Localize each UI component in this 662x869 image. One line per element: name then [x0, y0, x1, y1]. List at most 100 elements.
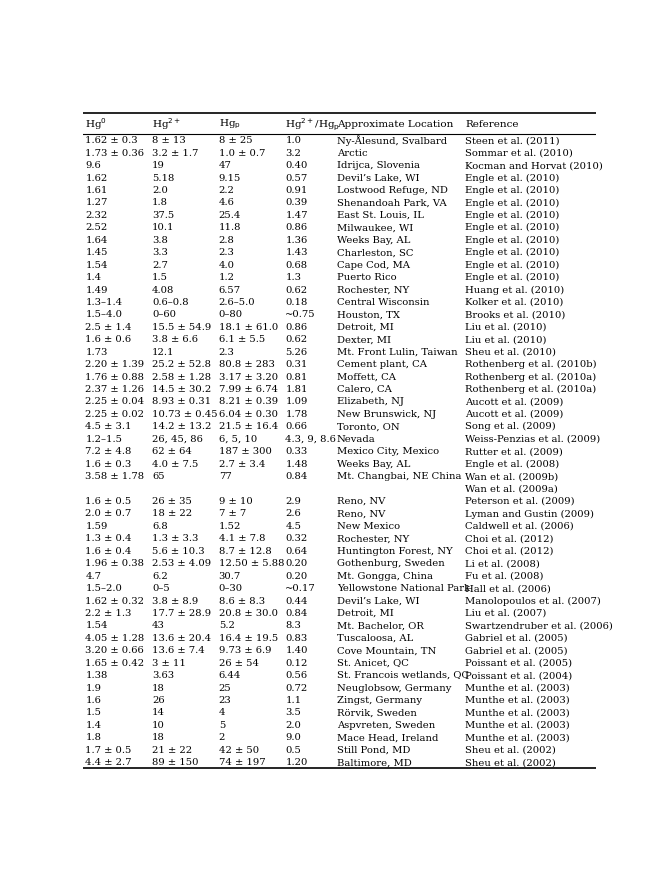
Text: Shenandoah Park, VA: Shenandoah Park, VA: [337, 198, 446, 207]
Text: 42 ± 50: 42 ± 50: [218, 745, 259, 754]
Text: 0.44: 0.44: [285, 596, 308, 605]
Text: Lyman and Gustin (2009): Lyman and Gustin (2009): [465, 508, 594, 518]
Text: 1.73 ± 0.36: 1.73 ± 0.36: [85, 149, 144, 157]
Text: 0.66: 0.66: [285, 421, 307, 431]
Text: Cove Mountain, TN: Cove Mountain, TN: [337, 646, 436, 654]
Text: Mexico City, Mexico: Mexico City, Mexico: [337, 447, 439, 455]
Text: 4.0 ± 7.5: 4.0 ± 7.5: [152, 459, 199, 468]
Text: Brooks et al. (2010): Brooks et al. (2010): [465, 310, 565, 319]
Text: Yellowstone National Park: Yellowstone National Park: [337, 583, 470, 593]
Text: 0.32: 0.32: [285, 534, 308, 543]
Text: Central Wisconsin: Central Wisconsin: [337, 297, 429, 307]
Text: Rochester, NY: Rochester, NY: [337, 285, 409, 295]
Text: 1.6 ± 0.6: 1.6 ± 0.6: [85, 335, 132, 344]
Text: Swartzendruber et al. (2006): Swartzendruber et al. (2006): [465, 620, 613, 630]
Text: 0.62: 0.62: [285, 335, 308, 344]
Text: 2.0: 2.0: [285, 720, 301, 729]
Text: 18: 18: [152, 733, 165, 741]
Text: 43: 43: [152, 620, 165, 630]
Text: 18 ± 22: 18 ± 22: [152, 509, 192, 518]
Text: 0.68: 0.68: [285, 261, 308, 269]
Text: Liu et al. (2007): Liu et al. (2007): [465, 608, 546, 617]
Text: Rothenberg et al. (2010a): Rothenberg et al. (2010a): [465, 372, 596, 381]
Text: 9.6: 9.6: [85, 161, 101, 170]
Text: 1.96 ± 0.38: 1.96 ± 0.38: [85, 559, 144, 567]
Text: Rörvik, Sweden: Rörvik, Sweden: [337, 707, 416, 717]
Text: Peterson et al. (2009): Peterson et al. (2009): [465, 496, 575, 506]
Text: 25.2 ± 52.8: 25.2 ± 52.8: [152, 360, 211, 368]
Text: 2.32: 2.32: [85, 210, 107, 220]
Text: 1.52: 1.52: [218, 521, 241, 530]
Text: Wan et al. (2009b): Wan et al. (2009b): [465, 472, 558, 481]
Text: Engle et al. (2010): Engle et al. (2010): [465, 223, 559, 232]
Text: 1.6 ± 0.4: 1.6 ± 0.4: [85, 546, 132, 555]
Text: Caldwell et al. (2006): Caldwell et al. (2006): [465, 521, 574, 530]
Text: Weeks Bay, AL: Weeks Bay, AL: [337, 235, 410, 244]
Text: 1.5: 1.5: [152, 273, 168, 282]
Text: 3.8: 3.8: [152, 235, 168, 244]
Text: 4.0: 4.0: [218, 261, 235, 269]
Text: Rothenberg et al. (2010b): Rothenberg et al. (2010b): [465, 360, 596, 368]
Text: Engle et al. (2008): Engle et al. (2008): [465, 459, 559, 468]
Text: 2.3: 2.3: [218, 348, 234, 356]
Text: 8.7 ± 12.8: 8.7 ± 12.8: [218, 546, 271, 555]
Text: St. Anicet, QC: St. Anicet, QC: [337, 658, 408, 667]
Text: 2.8: 2.8: [218, 235, 234, 244]
Text: 25: 25: [218, 683, 232, 692]
Text: 2.25 ± 0.02: 2.25 ± 0.02: [85, 409, 144, 419]
Text: 0–5: 0–5: [152, 583, 169, 593]
Text: Aucott et al. (2009): Aucott et al. (2009): [465, 409, 563, 419]
Text: 3.2 ± 1.7: 3.2 ± 1.7: [152, 149, 199, 157]
Text: Mace Head, Ireland: Mace Head, Ireland: [337, 733, 438, 741]
Text: 3.17 ± 3.20: 3.17 ± 3.20: [218, 372, 278, 381]
Text: 0.86: 0.86: [285, 322, 308, 331]
Text: 4.1 ± 7.8: 4.1 ± 7.8: [218, 534, 265, 543]
Text: Engle et al. (2010): Engle et al. (2010): [465, 210, 559, 220]
Text: Engle et al. (2010): Engle et al. (2010): [465, 261, 559, 269]
Text: Devil’s Lake, WI: Devil’s Lake, WI: [337, 174, 419, 182]
Text: Huntington Forest, NY: Huntington Forest, NY: [337, 546, 452, 555]
Text: 1.40: 1.40: [285, 646, 308, 654]
Text: Sommar et al. (2010): Sommar et al. (2010): [465, 149, 573, 157]
Text: Idrijca, Slovenia: Idrijca, Slovenia: [337, 161, 420, 170]
Text: Fu et al. (2008): Fu et al. (2008): [465, 571, 544, 580]
Text: 1.54: 1.54: [85, 620, 108, 630]
Text: 1.9: 1.9: [85, 683, 101, 692]
Text: 0.39: 0.39: [285, 198, 308, 207]
Text: 17.7 ± 28.9: 17.7 ± 28.9: [152, 608, 211, 617]
Text: 4: 4: [218, 707, 225, 717]
Text: 0.91: 0.91: [285, 186, 308, 195]
Text: 3.20 ± 0.66: 3.20 ± 0.66: [85, 646, 144, 654]
Text: Sheu et al. (2002): Sheu et al. (2002): [465, 758, 556, 766]
Text: Lostwood Refuge, ND: Lostwood Refuge, ND: [337, 186, 448, 195]
Text: 0.81: 0.81: [285, 372, 308, 381]
Text: Puerto Rico: Puerto Rico: [337, 273, 397, 282]
Text: 10.73 ± 0.45: 10.73 ± 0.45: [152, 409, 218, 419]
Text: 4.05 ± 1.28: 4.05 ± 1.28: [85, 634, 144, 642]
Text: 80.8 ± 283: 80.8 ± 283: [218, 360, 275, 368]
Text: 26, 45, 86: 26, 45, 86: [152, 434, 203, 443]
Text: Engle et al. (2010): Engle et al. (2010): [465, 198, 559, 208]
Text: Rutter et al. (2009): Rutter et al. (2009): [465, 447, 563, 455]
Text: 3.2: 3.2: [285, 149, 301, 157]
Text: 6.57: 6.57: [218, 285, 241, 295]
Text: 6.1 ± 5.5: 6.1 ± 5.5: [218, 335, 265, 344]
Text: Engle et al. (2010): Engle et al. (2010): [465, 235, 559, 244]
Text: 19: 19: [152, 161, 165, 170]
Text: 9.0: 9.0: [285, 733, 301, 741]
Text: 1.3 ± 0.4: 1.3 ± 0.4: [85, 534, 132, 543]
Text: 4.7: 4.7: [85, 571, 101, 580]
Text: 0–80: 0–80: [218, 310, 243, 319]
Text: Li et al. (2008): Li et al. (2008): [465, 559, 540, 567]
Text: 2.0 ± 0.7: 2.0 ± 0.7: [85, 509, 132, 518]
Text: 1.5–2.0: 1.5–2.0: [85, 583, 122, 593]
Text: 1.6 ± 0.5: 1.6 ± 0.5: [85, 496, 132, 506]
Text: Cement plant, CA: Cement plant, CA: [337, 360, 427, 368]
Text: 0.62: 0.62: [285, 285, 308, 295]
Text: Houston, TX: Houston, TX: [337, 310, 400, 319]
Text: 0.5: 0.5: [285, 745, 301, 754]
Text: Mt. Front Lulin, Taiwan: Mt. Front Lulin, Taiwan: [337, 348, 457, 356]
Text: 8.93 ± 0.31: 8.93 ± 0.31: [152, 397, 211, 406]
Text: 1.38: 1.38: [85, 670, 108, 680]
Text: 1.45: 1.45: [85, 248, 108, 257]
